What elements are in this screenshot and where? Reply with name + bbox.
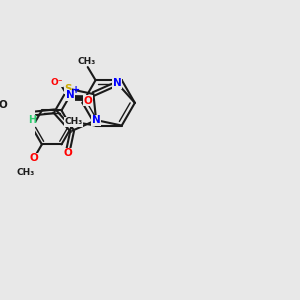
Text: S: S <box>64 84 71 94</box>
Text: O: O <box>84 96 93 106</box>
Text: O: O <box>63 148 72 158</box>
Text: N: N <box>113 78 122 88</box>
Text: O: O <box>29 154 38 164</box>
Text: CH₃: CH₃ <box>64 117 83 126</box>
Text: N: N <box>92 115 100 125</box>
Text: CH₃: CH₃ <box>16 168 34 177</box>
Text: H: H <box>28 115 36 125</box>
Text: O: O <box>0 100 7 110</box>
Text: N: N <box>66 90 75 100</box>
Text: +: + <box>72 85 80 95</box>
Text: O⁻: O⁻ <box>50 78 63 87</box>
Text: CH₃: CH₃ <box>77 57 95 66</box>
